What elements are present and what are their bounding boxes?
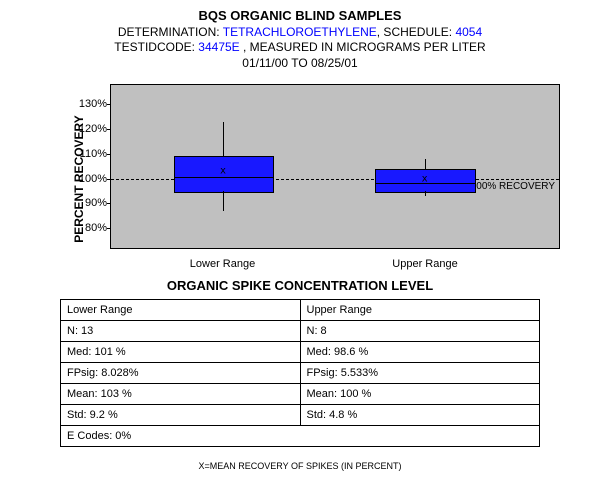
mean-marker: x bbox=[220, 166, 226, 177]
determination-line: DETERMINATION: TETRACHLOROETHYLENE, SCHE… bbox=[0, 25, 600, 41]
stats-cell: Mean: 103 % bbox=[61, 383, 301, 404]
testid-line: TESTIDCODE: 34475E , MEASURED IN MICROGR… bbox=[0, 40, 600, 56]
testid-value: 34475E bbox=[198, 40, 239, 54]
schedule-value: 4054 bbox=[455, 25, 482, 39]
x-category-label: Lower Range bbox=[190, 258, 255, 270]
stats-cell: N: 13 bbox=[61, 320, 301, 341]
reference-label: 100% RECOVERY bbox=[471, 181, 555, 192]
y-tick-label: 120% bbox=[73, 123, 107, 135]
stats-cell: Mean: 100 % bbox=[300, 383, 540, 404]
stats-table: Lower RangeUpper RangeN: 13N: 8Med: 101 … bbox=[60, 299, 540, 447]
y-tick-label: 130% bbox=[73, 98, 107, 110]
stats-footer-cell: E Codes: 0% bbox=[61, 425, 540, 446]
stats-cell: FPsig: 5.533% bbox=[300, 362, 540, 383]
stats-cell: Med: 98.6 % bbox=[300, 341, 540, 362]
y-tick-label: 90% bbox=[73, 197, 107, 209]
x-axis-label: ORGANIC SPIKE CONCENTRATION LEVEL bbox=[0, 278, 600, 293]
stats-cell: FPsig: 8.028% bbox=[61, 362, 301, 383]
boxplot-chart: PERCENT RECOVERY 80%90%100%110%120%130%1… bbox=[70, 84, 560, 274]
y-tick-label: 110% bbox=[73, 148, 107, 160]
stats-cell: Lower Range bbox=[61, 299, 301, 320]
x-category-label: Upper Range bbox=[392, 258, 457, 270]
y-tick-label: 100% bbox=[73, 173, 107, 185]
stats-cell: Std: 9.2 % bbox=[61, 404, 301, 425]
footnote: X=MEAN RECOVERY OF SPIKES (IN PERCENT) bbox=[0, 461, 600, 471]
stats-cell: Med: 101 % bbox=[61, 341, 301, 362]
page-title: BQS ORGANIC BLIND SAMPLES bbox=[0, 8, 600, 25]
y-tick-label: 80% bbox=[73, 222, 107, 234]
stats-cell: Std: 4.8 % bbox=[300, 404, 540, 425]
stats-cell: N: 8 bbox=[300, 320, 540, 341]
mean-marker: x bbox=[422, 173, 428, 184]
header: BQS ORGANIC BLIND SAMPLES DETERMINATION:… bbox=[0, 0, 600, 72]
plot-area: 80%90%100%110%120%130%100% RECOVERYxx bbox=[110, 84, 560, 249]
stats-cell: Upper Range bbox=[300, 299, 540, 320]
date-range: 01/11/00 TO 08/25/01 bbox=[0, 56, 600, 72]
determination-value: TETRACHLOROETHYLENE bbox=[223, 25, 377, 39]
